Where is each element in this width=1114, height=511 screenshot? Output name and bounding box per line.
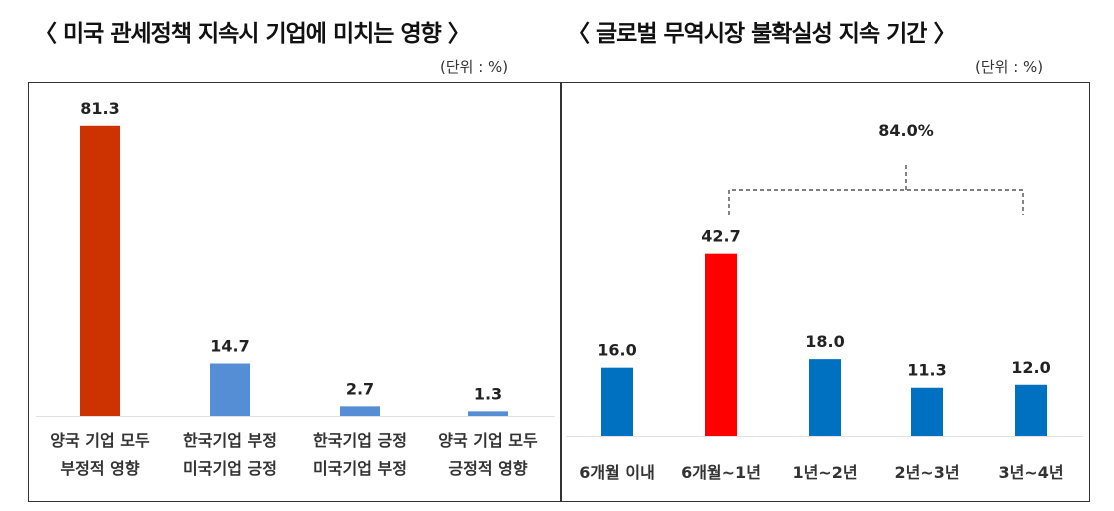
data-label: 2.7 bbox=[346, 379, 374, 398]
right-chart-title: 〈 글로벌 무역시장 불확실성 지속 기간 〉 bbox=[567, 21, 956, 47]
data-label: 12.0 bbox=[1011, 358, 1050, 377]
category-label: 긍정적 영향 bbox=[448, 459, 527, 478]
category-label: 양국 기업 모두 bbox=[50, 431, 150, 450]
annotation-label: 84.0% bbox=[878, 121, 934, 140]
data-label: 1.3 bbox=[474, 384, 502, 403]
bar bbox=[601, 367, 633, 436]
bar bbox=[340, 406, 380, 416]
category-label: 부정적 영향 bbox=[60, 459, 139, 478]
bar bbox=[809, 359, 841, 436]
right-chart-panel bbox=[560, 82, 1090, 502]
bar bbox=[1015, 384, 1047, 436]
data-label: 14.7 bbox=[210, 337, 249, 356]
category-label: 미국기업 긍정 bbox=[183, 459, 277, 478]
bar bbox=[705, 253, 737, 436]
data-label: 16.0 bbox=[597, 341, 636, 360]
category-label: 양국 기업 모두 bbox=[438, 431, 538, 450]
category-label: 한국기업 부정 bbox=[183, 431, 277, 450]
bar bbox=[911, 387, 943, 436]
bar bbox=[80, 125, 120, 416]
data-label: 81.3 bbox=[80, 99, 119, 118]
data-label: 11.3 bbox=[907, 361, 946, 380]
left-chart-title: 〈 미국 관세정책 지속시 기업에 미치는 영향 〉 bbox=[34, 21, 471, 47]
category-label: 1년~2년 bbox=[792, 463, 857, 482]
right-chart-unit: (단위 : %) bbox=[975, 58, 1044, 76]
category-label: 미국기업 부정 bbox=[313, 459, 407, 478]
bar bbox=[210, 363, 250, 416]
left-chart-unit: (단위 : %) bbox=[440, 58, 509, 76]
category-label: 6개월 이내 bbox=[579, 463, 655, 482]
category-label: 3년~4년 bbox=[998, 463, 1063, 482]
left-chart-panel bbox=[28, 82, 562, 502]
data-label: 42.7 bbox=[701, 227, 740, 246]
category-label: 한국기업 긍정 bbox=[313, 431, 407, 450]
data-label: 18.0 bbox=[805, 332, 844, 351]
category-label: 6개월~1년 bbox=[681, 463, 761, 482]
annotation-bracket bbox=[728, 163, 1024, 215]
bar bbox=[468, 411, 508, 416]
category-label: 2년~3년 bbox=[894, 463, 959, 482]
